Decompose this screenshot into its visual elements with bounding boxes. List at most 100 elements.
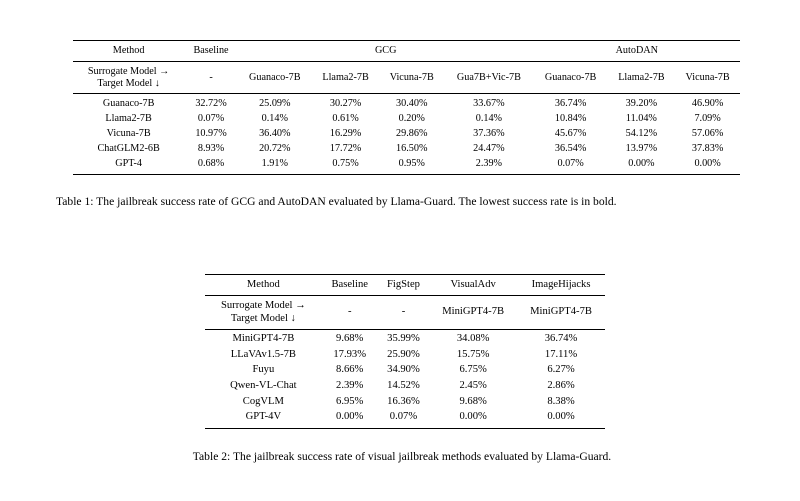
table-1-cell-0-3: 30.40%	[396, 97, 428, 109]
table-1: Method Baseline GCG AutoDAN Surrogate Mo…	[73, 40, 740, 176]
table-2-row-5-model: GPT-4V	[205, 409, 322, 429]
table-1-cell-0-6: 39.20%	[625, 97, 658, 109]
table-1-cell-3-6: 13.97%	[625, 143, 658, 155]
table-row: GPT-4V 0.00% 0.07% 0.00% 0.00%	[205, 409, 605, 429]
target-model-label: Target Model ↓	[97, 77, 160, 89]
table-2-header-method: Method	[205, 273, 322, 297]
table-1-cell-1-1: 0.14%	[261, 112, 288, 124]
table-1-cell-2-4: 37.36%	[473, 128, 505, 140]
table-row: Fuyu 8.66% 34.90% 6.75% 6.27%	[205, 363, 605, 379]
table-1-cell-0-0: 32.72%	[195, 97, 227, 109]
table-1-cell-2-1: 36.40%	[259, 128, 291, 140]
table-2-cell-2-1: 34.90%	[387, 364, 420, 376]
table-1-header-autodan: AutoDAN	[533, 40, 740, 62]
table-1-subheader-3: Vicuna-7B	[379, 61, 445, 95]
table-1-cell-2-2: 16.29%	[329, 128, 362, 140]
table-2-cell-1-1: 25.90%	[387, 348, 420, 360]
table-1-cell-2-3: 29.86%	[396, 128, 428, 140]
table-1-cell-3-5: 36.54%	[554, 143, 587, 155]
table-1-cell-1-4: 0.14%	[475, 112, 503, 124]
table-1-subheader-4: Gua7B+Vic-7B	[444, 61, 534, 95]
table-1-group-header-row: Method Baseline GCG AutoDAN	[73, 40, 740, 62]
table-row: Vicuna-7B 10.97% 36.40% 16.29% 29.86% 37…	[73, 127, 740, 142]
table-1-row-2-model: Vicuna-7B	[106, 128, 151, 140]
table-1-row-0-model: Guanaco-7B	[102, 97, 155, 109]
table-row: Qwen-VL-Chat 2.39% 14.52% 2.45% 2.86%	[205, 379, 605, 395]
table-1-cell-1-2: 0.61%	[332, 112, 359, 124]
table-1-caption: Table 1: The jailbreak success rate of G…	[56, 195, 617, 208]
table-2-cell-4-3: 8.38%	[547, 395, 575, 407]
table-2-cell-2-0: 8.66%	[336, 364, 364, 376]
table-1-cell-4-5: 0.07%	[533, 156, 608, 176]
table-1-cell-2-5: 45.67%	[554, 128, 587, 140]
table-2-row-4-model: CogVLM	[242, 395, 284, 407]
table-2-cell-3-0: 2.39%	[336, 380, 364, 392]
table-2-container: Method Baseline FigStep VisualAdv ImageH…	[205, 273, 605, 429]
table-1-subheader-6: Llama2-7B	[607, 61, 676, 95]
table-2-row-0-model: MiniGPT4-7B	[232, 333, 295, 345]
target-model-label: Target Model ↓	[230, 312, 296, 324]
table-1-cell-2-7: 57.06%	[691, 128, 724, 140]
table-1-cell-3-4: 24.47%	[473, 143, 505, 155]
table-1-header-baseline: Baseline	[184, 40, 238, 62]
table-1-cell-4-6: 0.00%	[607, 156, 676, 176]
table-1-subheader-2: Llama2-7B	[311, 61, 380, 95]
table-2-header-baseline: Baseline	[321, 273, 378, 297]
table-2-subheader-row: Surrogate Model → Target Model ↓ - - Min…	[205, 295, 605, 330]
table-2-subheader-3: MiniGPT4-7B	[517, 295, 605, 330]
table-2: Method Baseline FigStep VisualAdv ImageH…	[205, 273, 605, 429]
table-1-subheader-1: Guanaco-7B	[237, 61, 312, 95]
table-1-subheader-0: -	[184, 61, 238, 95]
table-1-cell-4-2: 0.75%	[311, 156, 380, 176]
surrogate-model-label: Surrogate Model →	[220, 300, 306, 312]
table-1-row-4-model: GPT-4	[73, 156, 185, 176]
surrogate-model-label: Surrogate Model →	[87, 65, 170, 77]
table-2-cell-4-2: 9.68%	[459, 395, 487, 407]
table-1-cell-0-1: 25.09%	[259, 97, 291, 109]
table-2-cell-5-3: 0.00%	[517, 409, 605, 429]
table-2-cell-5-0: 0.00%	[321, 409, 378, 429]
table-row: GPT-4 0.68% 1.91% 0.75% 0.95% 2.39% 0.07…	[73, 156, 740, 176]
table-1-cell-1-0: 0.07%	[197, 112, 225, 124]
table-1-cell-0-4: 33.67%	[473, 97, 505, 109]
table-2-subheader-1: -	[377, 295, 430, 330]
table-2-cell-5-1: 0.07%	[377, 409, 430, 429]
table-1-row-3-model: ChatGLM2-6B	[97, 143, 160, 155]
table-1-cell-1-3: 0.20%	[398, 112, 425, 124]
table-row: ChatGLM2-6B 8.93% 20.72% 17.72% 16.50% 2…	[73, 142, 740, 157]
table-2-cell-2-2: 6.75%	[459, 364, 487, 376]
table-1-row-1-model: Llama2-7B	[105, 112, 152, 124]
table-2-cell-4-1: 16.36%	[387, 395, 420, 407]
table-2-cell-4-0: 6.95%	[336, 395, 364, 407]
table-2-cell-0-1: 35.99%	[387, 333, 420, 345]
table-1-header-method: Method	[73, 40, 185, 62]
table-row: Llama2-7B 0.07% 0.14% 0.61% 0.20% 0.14% …	[73, 112, 740, 127]
table-1-subheader-5: Guanaco-7B	[533, 61, 608, 95]
table-2-subheader-0: -	[321, 295, 378, 330]
table-1-subheader-row: Surrogate Model → Target Model ↓ - Guana…	[73, 61, 740, 95]
table-row: MiniGPT4-7B 9.68% 35.99% 34.08% 36.74%	[205, 329, 605, 347]
table-1-container: Method Baseline GCG AutoDAN Surrogate Mo…	[73, 40, 740, 176]
table-2-row-2-model: Fuyu	[252, 364, 275, 376]
table-2-cell-0-3: 36.74%	[544, 333, 578, 345]
table-2-cell-3-1: 14.52%	[387, 380, 420, 392]
table-row: CogVLM 6.95% 16.36% 9.68% 8.38%	[205, 394, 605, 410]
table-2-cell-0-0: 9.68%	[336, 333, 364, 345]
table-1-cell-3-2: 17.72%	[329, 143, 362, 155]
table-1-cell-0-5: 36.74%	[554, 97, 587, 109]
table-1-cell-3-7: 37.83%	[691, 143, 724, 155]
table-2-group-header-row: Method Baseline FigStep VisualAdv ImageH…	[205, 273, 605, 297]
table-2-cell-1-3: 17.11%	[544, 348, 578, 360]
table-2-cell-1-2: 15.75%	[456, 348, 490, 360]
table-2-row-3-model: Qwen-VL-Chat	[230, 380, 297, 392]
table-2-cell-5-2: 0.00%	[429, 409, 518, 429]
table-2-caption: Table 2: The jailbreak success rate of v…	[192, 450, 612, 463]
table-2-cell-3-3: 2.86%	[547, 380, 575, 392]
table-1-cell-3-3: 16.50%	[396, 143, 428, 155]
table-1-surrogate-target-label: Surrogate Model → Target Model ↓	[73, 61, 185, 95]
table-2-surrogate-target-label: Surrogate Model → Target Model ↓	[205, 295, 322, 330]
table-2-row-1-model: LLaVAv1.5-7B	[230, 348, 296, 360]
table-2-cell-1-0: 17.93%	[333, 348, 367, 360]
table-row: Guanaco-7B 32.72% 25.09% 30.27% 30.40% 3…	[73, 94, 740, 112]
